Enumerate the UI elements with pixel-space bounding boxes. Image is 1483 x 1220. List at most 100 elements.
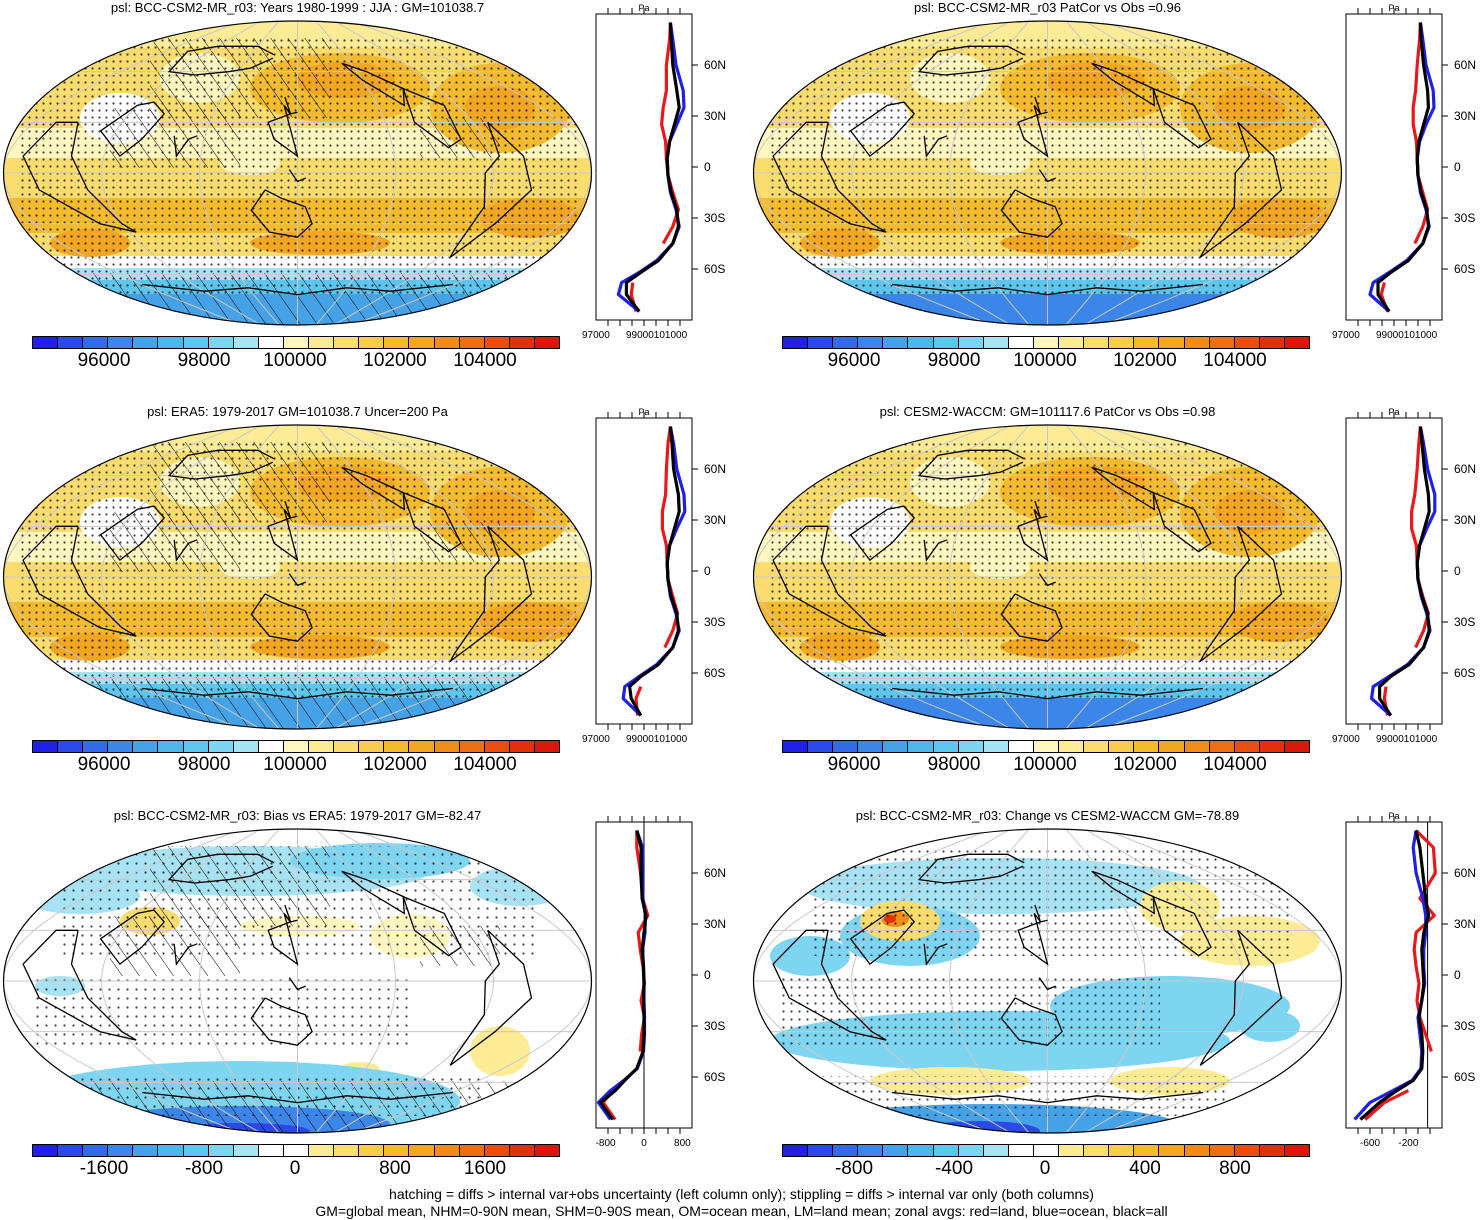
map-field: [3, 21, 592, 325]
zonal-lat-label: 0: [1454, 564, 1461, 578]
colorbar-cell: [1059, 741, 1085, 752]
zonal-lat-label: 60N: [1454, 58, 1476, 72]
colorbar-cells: [32, 336, 560, 349]
coastline: [1038, 573, 1056, 587]
colorbar-cell: [833, 337, 859, 348]
colorbar-cell: [133, 1145, 159, 1156]
map-border: [2, 828, 593, 1134]
zonal-x-label: 97000: [1332, 734, 1360, 745]
coastline: [1152, 895, 1212, 957]
colorbar-cell: [384, 741, 410, 752]
colorbar-cell: [158, 741, 184, 752]
colorbar-cell: [1109, 741, 1135, 752]
colorbar-label: -800: [834, 1158, 874, 1179]
colorbar-cell: [1284, 1145, 1309, 1156]
colorbar-cell: [858, 1145, 884, 1156]
colorbar-cell: [183, 337, 209, 348]
colorbar-cell: [233, 741, 259, 752]
global-map: [2, 20, 593, 326]
colorbar-cell: [183, 1145, 209, 1156]
coastline: [772, 525, 887, 637]
coastline: [917, 853, 1025, 884]
colorbar-cell: [58, 1145, 84, 1156]
zonal-curve-ocean: [621, 426, 687, 717]
footer-note-hatching: hatching = diffs > internal var+obs unce…: [389, 1186, 1094, 1202]
colorbar-cell: [233, 1145, 259, 1156]
zonal-lat-label: 60S: [704, 262, 725, 276]
zonal-lat-label: 60S: [1454, 666, 1475, 680]
colorbar-cell: [1059, 1145, 1085, 1156]
colorbar-cell: [258, 337, 284, 348]
zonal-lat-label: 30S: [1454, 615, 1475, 629]
colorbar-cell: [359, 741, 385, 752]
coastline: [99, 505, 166, 562]
coastline: [1017, 105, 1049, 158]
coastline: [99, 909, 166, 966]
zonal-lat-label: 0: [704, 564, 711, 578]
colorbar-label: 1600: [463, 1158, 507, 1179]
colorbar-cell: [1084, 1145, 1110, 1156]
coastline: [1091, 870, 1156, 915]
zonal-mean-plot: Pa 60N 30N 0 30S 60S 97000 99000101000: [582, 3, 726, 341]
zonal-x-label: 99000101000: [626, 330, 688, 341]
coastline: [892, 283, 1203, 296]
colorbar-label: 100000: [263, 754, 327, 775]
colorbar-label: 100000: [1013, 754, 1077, 775]
map-contour-region: [920, 1121, 1040, 1133]
coastline: [288, 977, 306, 991]
colorbar-label: 96000: [827, 350, 881, 371]
colorbar-cell: [484, 741, 510, 752]
zonal-x-label: 800: [674, 1138, 691, 1149]
colorbar-cell: [283, 1145, 310, 1156]
coastline: [341, 466, 406, 511]
stippling: [810, 846, 1290, 956]
colorbar-label: 98000: [927, 350, 981, 371]
colorbar-cell: [359, 337, 385, 348]
coastline: [449, 121, 533, 258]
zonal-mean-plot: Pa 60N 30N 0 30S 60S 97000 99000101000: [582, 407, 726, 745]
coastline: [22, 121, 137, 233]
colorbar-cell: [1284, 337, 1309, 348]
colorbar-cell: [33, 337, 59, 348]
colorbar-cell: [309, 741, 335, 752]
coastline: [173, 539, 198, 562]
zonal-x-label: 99000101000: [1376, 734, 1438, 745]
colorbar-cell: [208, 741, 234, 752]
global-map: [752, 20, 1343, 326]
zonal-lat-label: 0: [704, 968, 711, 982]
global-map: [752, 424, 1343, 730]
colorbar-cell: [883, 1145, 909, 1156]
coastline: [1199, 525, 1283, 662]
stippling: [770, 38, 1330, 298]
coastline: [142, 687, 453, 700]
colorbar-label: 98000: [177, 350, 231, 371]
colorbar-cell: [484, 337, 510, 348]
colorbar-cell: [1109, 337, 1135, 348]
panel-change-vs-cesm2: psl: BCC-CSM2-MR_r03: Change vs CESM2-WA…: [750, 808, 1483, 1213]
colorbar-label: -400: [934, 1158, 974, 1179]
panel-title: psl: ERA5: 1979-2017 GM=101038.7 Uncer=2…: [147, 404, 448, 419]
colorbar-cell: [434, 1145, 460, 1156]
colorbar-label: 102000: [1113, 754, 1177, 775]
colorbar-cell: [233, 337, 259, 348]
zonal-lat-label: 30N: [1454, 109, 1476, 123]
zonal-lat-label: 0: [704, 160, 711, 174]
colorbar-cell: [808, 741, 834, 752]
colorbar-cells: [782, 336, 1310, 349]
panel-title: psl: BCC-CSM2-MR_r03 PatCor vs Obs =0.96: [914, 0, 1181, 15]
colorbar-cell: [334, 1145, 360, 1156]
coastline: [1000, 997, 1063, 1046]
colorbar: 96000 98000 100000 102000 104000: [32, 740, 562, 780]
colorbar-cell: [983, 741, 1009, 752]
global-map: [752, 828, 1343, 1134]
colorbar-cell: [534, 1145, 559, 1156]
colorbar-cell: [1159, 1145, 1185, 1156]
colorbar-cell: [208, 1145, 234, 1156]
zonal-lat-label: 30S: [704, 1019, 725, 1033]
hatching: [150, 38, 330, 118]
coastline: [1038, 977, 1056, 991]
colorbar-cell: [1008, 1145, 1034, 1156]
colorbar-cell: [459, 1145, 485, 1156]
colorbar-cell: [783, 1145, 809, 1156]
colorbar-cell: [933, 337, 959, 348]
